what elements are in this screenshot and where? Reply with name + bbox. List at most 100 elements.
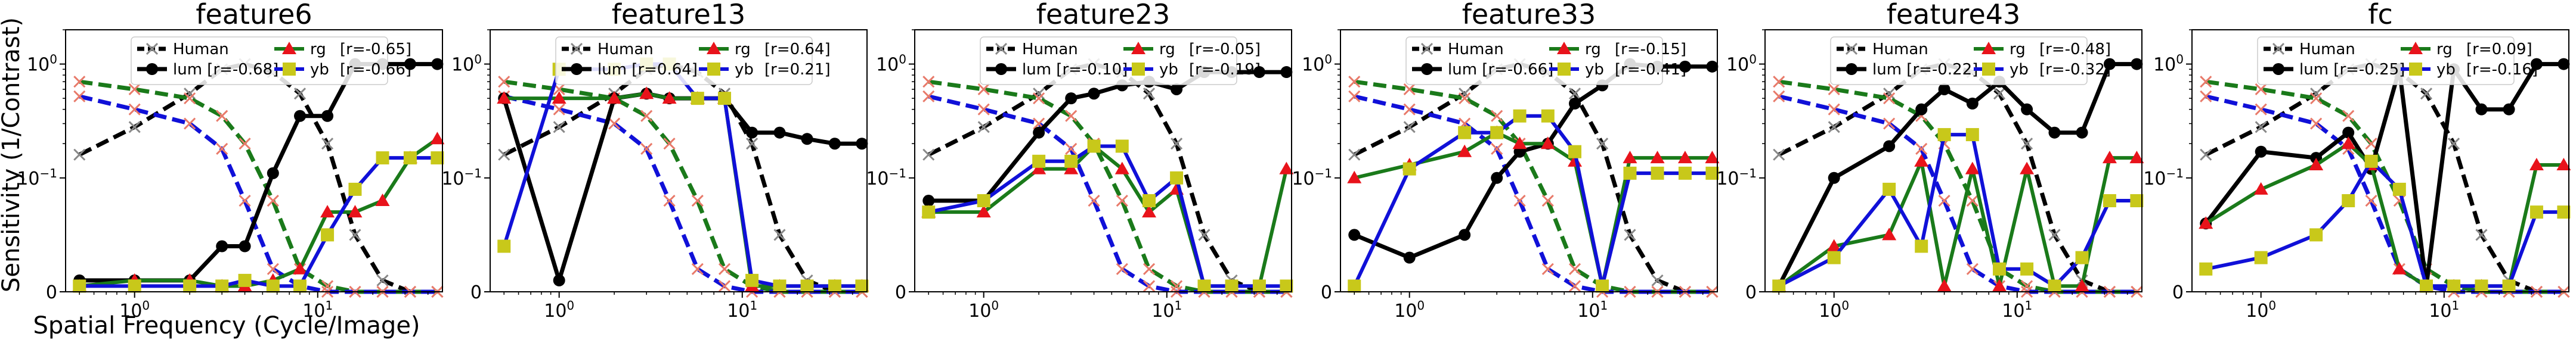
- data-point-yb: [1458, 126, 1472, 139]
- data-point-lum: [1065, 92, 1078, 105]
- data-point-yb: [1032, 154, 1046, 168]
- plot-area: [921, 58, 1294, 298]
- data-point-lum: [2342, 126, 2355, 139]
- chart-title: feature23: [1036, 0, 1171, 30]
- legend-box: [2257, 36, 2515, 85]
- chart-panel: feature6 0 10−1 100 100 101 Human lum [r=-0.68]…: [17, 0, 445, 322]
- data-point-yb: [1678, 166, 1692, 180]
- legend-r-value: [r=0.64]: [764, 40, 831, 58]
- x-tick-label: 100: [1394, 298, 1425, 322]
- y-tick-label: 100: [2153, 52, 2184, 76]
- legend-label-yb: yb: [1159, 61, 1178, 79]
- legend-label-lum: lum [r=-0.10]: [1022, 61, 1128, 79]
- data-point-yb: [2529, 205, 2543, 219]
- data-point-human-yb: [216, 142, 228, 155]
- data-point-yb: [2309, 228, 2323, 242]
- chart-panel: feature13 0 10−1 100 100 101 Human lum [r=0.64]…: [441, 0, 869, 322]
- data-point-yb: [2420, 279, 2433, 293]
- legend-marker-yb: [1982, 63, 1995, 76]
- data-point-human-rg: [640, 110, 653, 122]
- data-point-yb: [1197, 279, 1211, 293]
- legend-marker-human: [570, 42, 583, 55]
- data-point-human: [1773, 148, 1785, 161]
- data-point-rg: [1279, 161, 1294, 174]
- data-point-lum: [1883, 140, 1896, 152]
- data-point-yb: [238, 273, 252, 287]
- data-point-human-yb: [1116, 263, 1128, 275]
- data-point-yb: [2447, 279, 2461, 293]
- data-point-human-rg: [1143, 263, 1156, 275]
- legend-marker-human: [2272, 42, 2285, 55]
- data-point-human: [2021, 138, 2033, 150]
- y-tick-label: 100: [1726, 52, 1757, 76]
- data-point-rg: [1512, 136, 1527, 149]
- legend-marker-lum: [2272, 63, 2284, 75]
- y-tick-label: 100: [1302, 52, 1332, 76]
- data-point-human-yb: [1541, 263, 1554, 275]
- legend: Human lum [r=-0.68] rg [r=-0.65] yb [r=-0.66]: [131, 36, 411, 85]
- data-point-yb: [1087, 139, 1101, 153]
- data-point-human: [321, 138, 334, 150]
- y-tick-label: 100: [27, 52, 57, 76]
- data-point-lum: [828, 138, 841, 150]
- data-point-human-yb: [1883, 117, 1896, 130]
- data-point-human-rg: [267, 194, 279, 207]
- data-point-human-rg: [1403, 83, 1416, 96]
- data-point-lum: [2475, 103, 2488, 116]
- data-point-human-yb: [1828, 103, 1840, 116]
- data-point-yb: [1965, 128, 1979, 142]
- data-point-human: [1348, 148, 1361, 161]
- legend-marker-yb: [707, 63, 720, 76]
- data-point-yb: [1490, 126, 1504, 139]
- data-point-human-rg: [1033, 92, 1045, 105]
- data-point-rg: [2129, 151, 2144, 164]
- data-point-yb: [828, 279, 841, 293]
- legend-r-value: [r=0.09]: [2466, 40, 2532, 58]
- legend-label-rg: rg: [310, 40, 326, 58]
- x-tick-label: 101: [727, 298, 757, 322]
- legend-marker-rg: [282, 42, 296, 54]
- legend-label-lum: lum [r=0.64]: [597, 61, 698, 79]
- data-point-yb: [745, 273, 759, 287]
- data-point-yb: [73, 279, 86, 293]
- x-tick-label: 100: [119, 298, 150, 322]
- data-point-yb: [128, 279, 141, 293]
- data-point-human-rg: [977, 83, 990, 96]
- series-line-rg: [2205, 142, 2564, 288]
- data-point-lum: [553, 274, 565, 286]
- data-point-yb: [1596, 279, 1609, 293]
- legend-label-human: Human: [597, 40, 654, 58]
- legend: Human lum [r=-0.25] rg [r=0.09] yb [r=-0.16]: [2257, 36, 2538, 85]
- data-point-human-rg: [1116, 194, 1128, 207]
- legend-r-value: [r=-0.48]: [2039, 40, 2111, 58]
- series-line-yb: [1778, 133, 2137, 288]
- axes-frame: [65, 29, 443, 292]
- data-point-human-yb: [1403, 103, 1416, 116]
- data-point-lum: [1491, 172, 1503, 184]
- data-point-lum: [773, 126, 786, 139]
- data-point-lum: [216, 240, 228, 252]
- data-point-yb: [691, 92, 704, 105]
- legend-marker-lum: [995, 63, 1007, 75]
- x-tick-label: 101: [302, 298, 333, 322]
- data-point-yb: [376, 151, 389, 165]
- data-point-human-yb: [1065, 142, 1078, 155]
- data-point-yb: [922, 205, 936, 219]
- legend-r-value: [r=-0.19]: [1189, 61, 1261, 79]
- data-point-yb: [348, 182, 362, 196]
- data-point-human: [1828, 121, 1840, 133]
- legend-box: [131, 36, 388, 85]
- data-point-yb: [718, 92, 732, 105]
- data-point-yb: [1623, 166, 1637, 180]
- y-tick-label: 10−1: [2143, 166, 2184, 189]
- data-point-human: [2200, 148, 2212, 161]
- data-point-rg: [1677, 151, 1692, 164]
- data-point-rg: [2341, 136, 2356, 149]
- legend-label-yb: yb: [2010, 61, 2029, 79]
- data-point-human-yb: [977, 103, 990, 116]
- chart-title: feature33: [1462, 0, 1596, 30]
- data-point-lum: [746, 126, 758, 139]
- data-point-human: [1143, 88, 1156, 100]
- data-point-rg: [2102, 151, 2117, 164]
